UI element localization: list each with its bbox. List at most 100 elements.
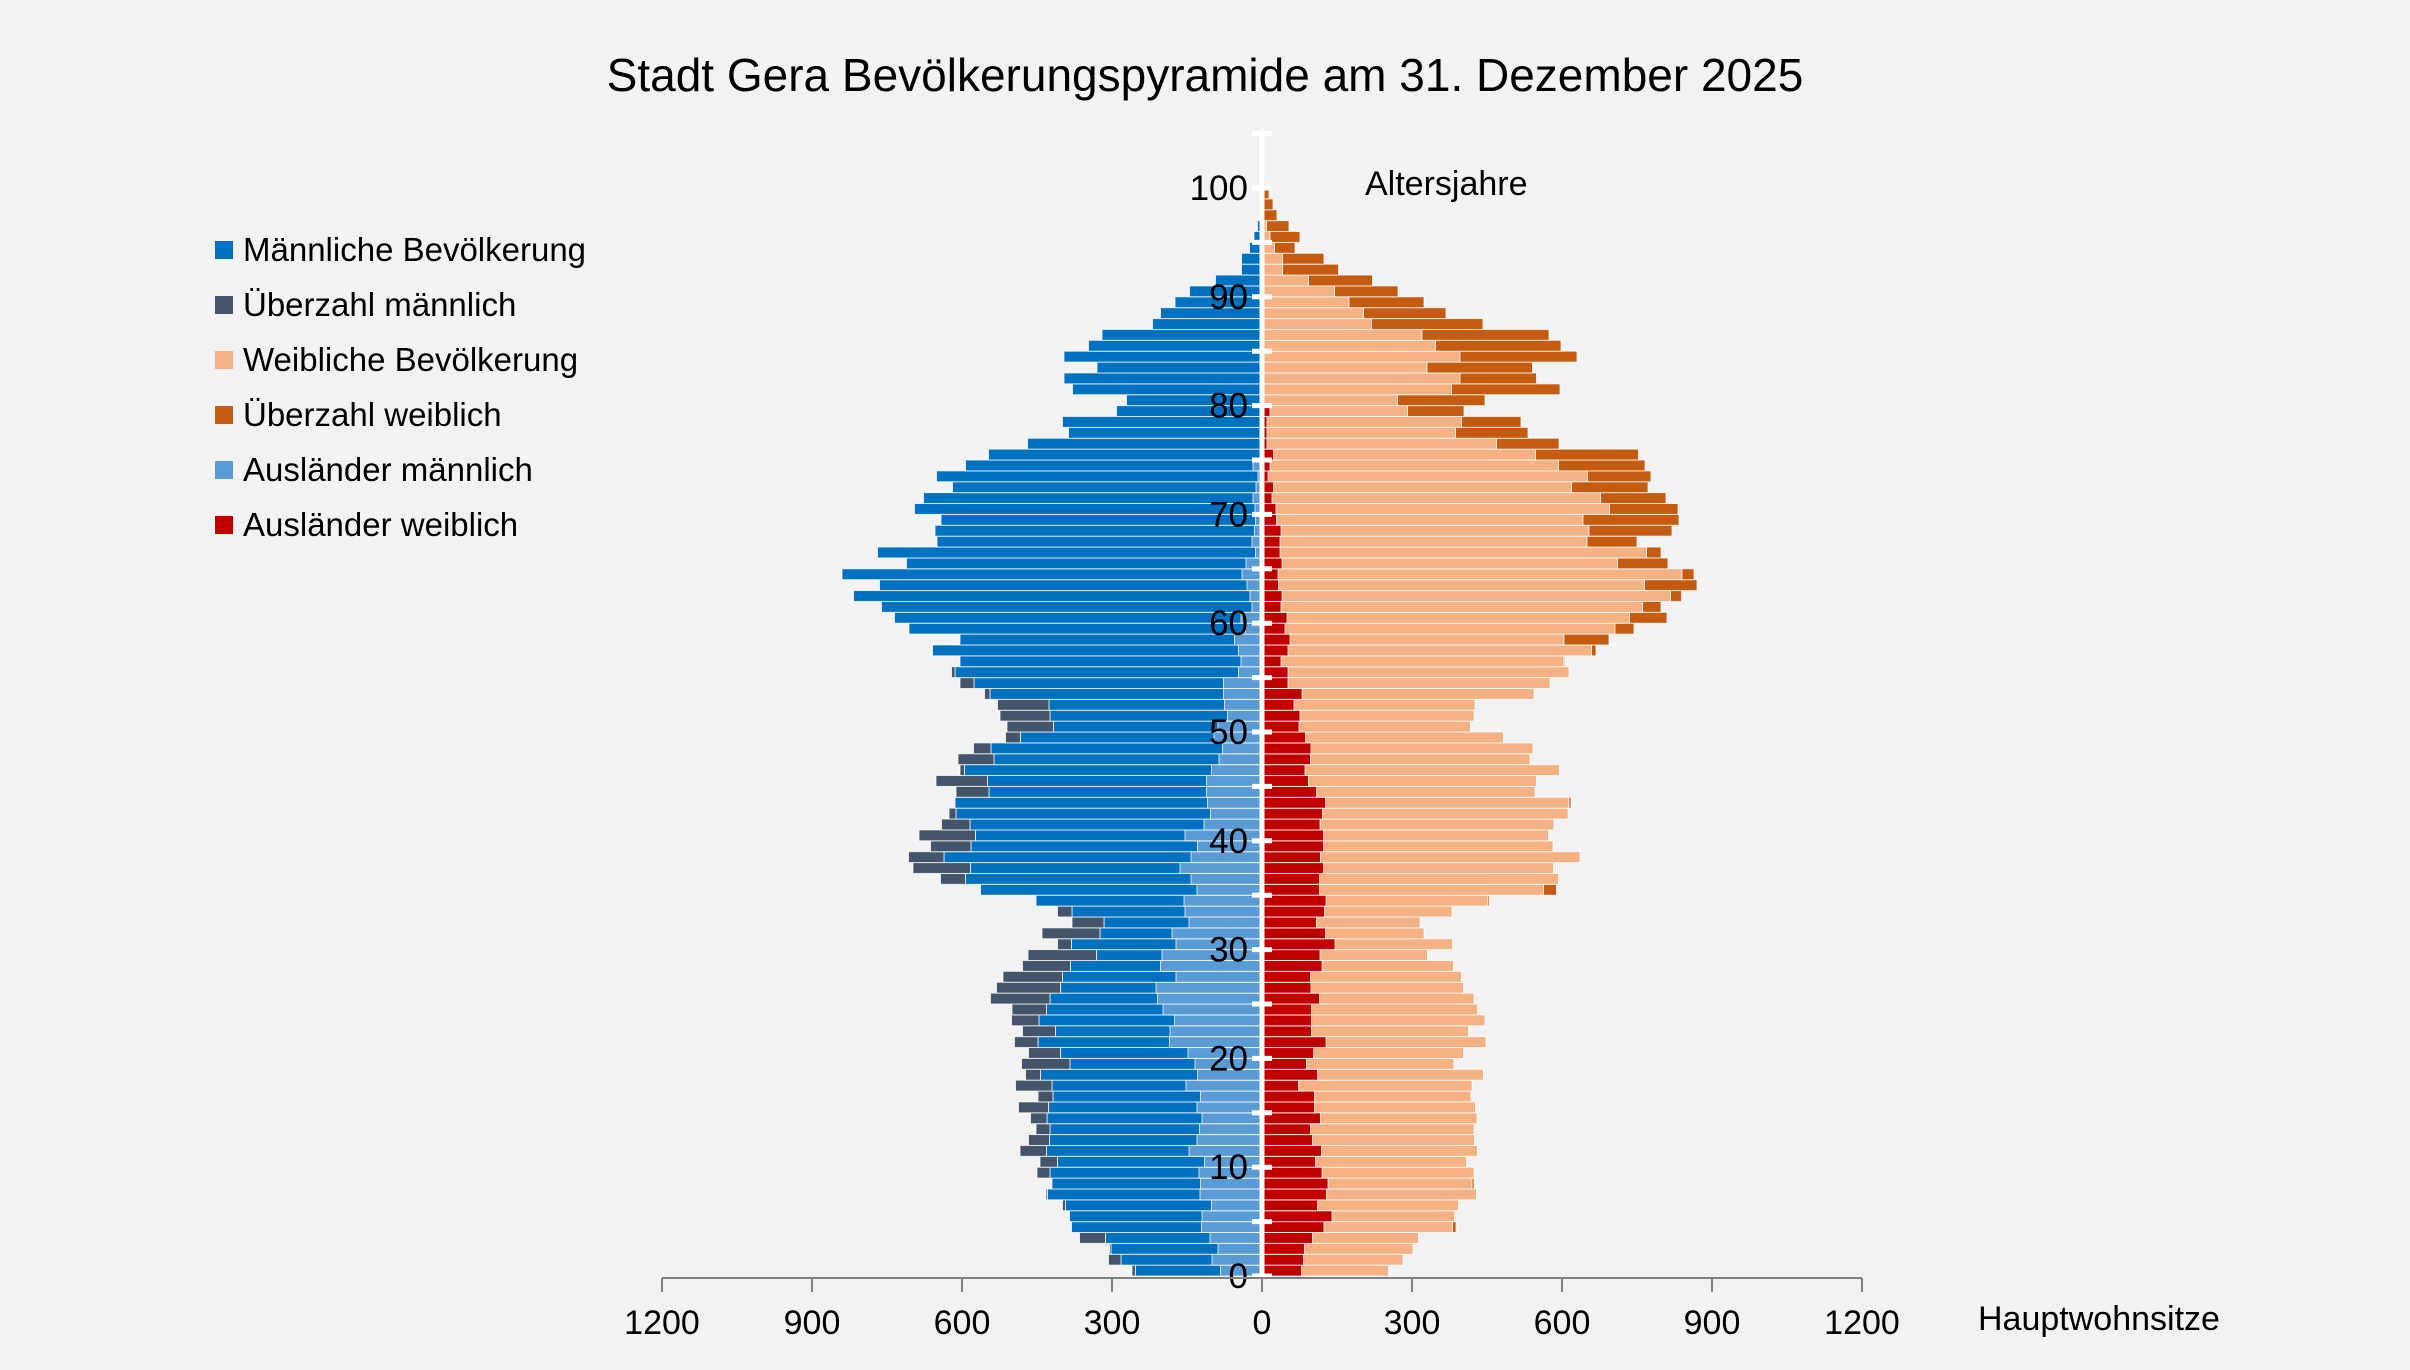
bar-female-surplus	[1451, 383, 1561, 396]
bar-male-surplus	[990, 992, 1051, 1005]
bar-male	[936, 535, 1263, 548]
y-tick-label: 90	[1209, 278, 1248, 317]
bar-female-surplus	[1535, 448, 1639, 461]
bar-male-surplus	[1045, 1188, 1048, 1201]
bar-male	[1063, 350, 1263, 363]
bar-male-surplus	[912, 862, 971, 874]
legend: Männliche Bevölkerung Überzahl männlich …	[215, 222, 586, 552]
bar-foreign-male	[1238, 644, 1263, 657]
bar-male	[1088, 339, 1263, 352]
bar-female-surplus	[1609, 503, 1679, 515]
bar-foreign-male	[1207, 796, 1263, 809]
bar-male-surplus	[1028, 1047, 1061, 1059]
bar-female	[1261, 361, 1428, 374]
bar-female	[1261, 318, 1372, 330]
bar-male	[954, 666, 1263, 679]
bar-foreign-female	[1261, 1068, 1318, 1081]
bar-male	[1241, 263, 1263, 276]
bar-foreign-male	[1184, 905, 1263, 918]
legend-item-foreign-female: Ausländer weiblich	[215, 497, 586, 552]
bar-male-surplus	[1022, 959, 1071, 972]
bar-female-surplus	[1455, 426, 1529, 439]
bar-female-surplus	[1588, 524, 1673, 537]
legend-swatch-female-surplus	[215, 405, 233, 424]
bar-male	[906, 557, 1263, 570]
bar-female	[1261, 307, 1364, 320]
bar-male-surplus	[1109, 1242, 1112, 1255]
bar-male-surplus	[1131, 1264, 1136, 1277]
bar-male	[1241, 252, 1263, 265]
bar-female	[1261, 350, 1461, 363]
bar-foreign-female	[1261, 1090, 1315, 1103]
x-tick-label: 1200	[1824, 1304, 1900, 1342]
bar-male-surplus	[1079, 1231, 1106, 1244]
bar-female-surplus	[1642, 600, 1662, 613]
y-tick-label: 10	[1209, 1148, 1248, 1187]
bar-female	[1261, 600, 1643, 613]
bar-female	[1261, 274, 1309, 287]
bar-male-surplus	[948, 807, 957, 820]
bar-female-surplus	[1452, 1221, 1457, 1233]
bar-foreign-female	[1261, 1199, 1318, 1212]
bar-male	[965, 459, 1263, 472]
bar-foreign-female	[1261, 807, 1323, 820]
bar-female-surplus	[1496, 437, 1560, 450]
bar-foreign-female	[1261, 1144, 1322, 1157]
bar-female	[1261, 687, 1535, 700]
bar-male-surplus	[955, 785, 990, 798]
bar-foreign-female	[1261, 905, 1325, 918]
bar-foreign-male	[1211, 764, 1263, 777]
bar-female	[1261, 394, 1398, 407]
bar-foreign-male	[1210, 807, 1263, 820]
bar-male-surplus	[918, 829, 976, 842]
bar-female	[1261, 328, 1423, 341]
bar-female-surplus	[1563, 655, 1566, 668]
bar-foreign-female	[1261, 1242, 1305, 1255]
y-axis-title: Altersjahre	[1365, 165, 1528, 203]
bar-female	[1261, 252, 1283, 265]
bar-female	[1261, 339, 1436, 352]
bar-foreign-male	[1196, 1134, 1263, 1146]
bar-foreign-male	[1179, 862, 1263, 874]
bar-female-surplus	[1629, 611, 1668, 624]
bar-male-surplus	[1041, 927, 1101, 940]
bar-foreign-female	[1261, 851, 1321, 864]
bar-male-surplus	[984, 687, 991, 700]
bar-female-surplus	[1614, 622, 1635, 635]
bar-female-surplus	[1558, 459, 1646, 472]
bar-female-surplus	[1397, 394, 1486, 407]
x-tick-label: 300	[1084, 1304, 1141, 1342]
bar-male-surplus	[908, 851, 945, 864]
bar-male-surplus	[959, 677, 975, 689]
bar-foreign-male	[1217, 1242, 1263, 1255]
bar-female-surplus	[1568, 796, 1572, 809]
legend-label: Männliche Bevölkerung	[243, 230, 587, 268]
bar-foreign-female	[1261, 687, 1303, 700]
bar-female-surplus	[1461, 415, 1522, 428]
legend-label: Weibliche Bevölkerung	[243, 340, 579, 378]
bar-female	[1261, 568, 1683, 581]
bar-foreign-female	[1261, 709, 1301, 722]
bar-female-surplus	[1263, 209, 1278, 222]
bar-male-surplus	[996, 981, 1061, 994]
bar-female-surplus	[1274, 241, 1296, 254]
bar-male	[1068, 426, 1263, 439]
bar-female-surplus	[1426, 361, 1533, 374]
bar-foreign-male	[1209, 1231, 1263, 1244]
bar-female-surplus	[1371, 318, 1484, 330]
bar-female	[1261, 590, 1671, 602]
bar-male-surplus	[1005, 731, 1021, 744]
bar-male-surplus	[951, 666, 956, 679]
bar-male-surplus	[930, 840, 972, 853]
bar-male-surplus	[941, 818, 971, 831]
bar-female	[1261, 513, 1584, 526]
bar-foreign-male	[1224, 698, 1263, 711]
bar-male	[853, 590, 1263, 602]
bar-female-surplus	[1644, 579, 1698, 592]
bar-foreign-male	[1185, 1079, 1263, 1092]
x-tick-label: 0	[1253, 1304, 1272, 1342]
bar-female	[1261, 459, 1559, 472]
bar-foreign-male	[1175, 970, 1263, 983]
bar-foreign-female	[1261, 524, 1282, 537]
